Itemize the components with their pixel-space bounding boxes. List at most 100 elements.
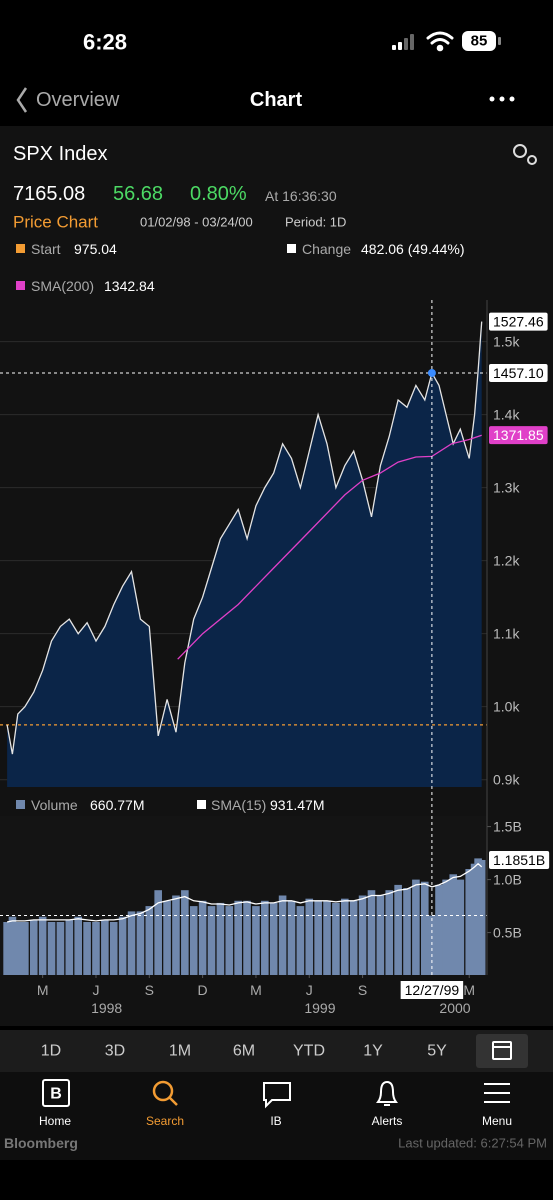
volume-bar [234, 900, 242, 975]
tab-label[interactable]: Home [39, 1114, 71, 1128]
legend-swatch [197, 800, 206, 809]
x-tick-label: M [250, 982, 262, 998]
battery-level: 85 [471, 33, 488, 50]
volume-bar [189, 906, 198, 975]
price-tag: 1.1851B [493, 852, 545, 868]
x-tick-label: J [92, 982, 99, 998]
volume-bar [207, 906, 216, 975]
legend-value: 931.47M [270, 797, 324, 813]
legend-label: Volume [31, 797, 78, 813]
price-tag-box [489, 363, 548, 382]
price-area [7, 321, 482, 787]
tab-label[interactable]: Search [146, 1114, 184, 1128]
volume-bar [29, 919, 38, 975]
volume-bar [13, 922, 22, 975]
tab-label[interactable]: Menu [482, 1114, 512, 1128]
svg-text:B: B [50, 1086, 62, 1103]
alerts-icon [376, 1080, 398, 1106]
settings-icon[interactable] [513, 144, 537, 165]
period: Period: 1D [285, 215, 346, 230]
crosshair-date-box [400, 981, 464, 999]
volume-bar [216, 902, 225, 975]
volume-bar [477, 859, 486, 975]
calendar-icon [492, 1041, 512, 1060]
more-menu[interactable] [489, 96, 515, 102]
last-price: 7165.08 [13, 183, 85, 205]
volume-bar [3, 922, 11, 975]
net-change: 56.68 [113, 183, 163, 205]
volume-bar [385, 890, 394, 975]
security-name: SPX Index [13, 143, 108, 165]
calendar-button[interactable] [476, 1034, 528, 1068]
volume-bar [243, 900, 251, 975]
legend-swatch [16, 800, 25, 809]
brand: Bloomberg [4, 1135, 78, 1151]
legend-value: 482.06 (49.44%) [361, 241, 465, 257]
back-button[interactable]: Overview [36, 89, 120, 111]
legend-label: SMA(200) [31, 278, 94, 294]
price-tag: 1371.85 [493, 427, 544, 443]
volume-bar [172, 895, 180, 975]
volume-bar [252, 906, 260, 975]
y-tick-label: 1.3k [493, 480, 520, 496]
x-tick-label: S [358, 982, 367, 998]
price-tag: 1527.46 [493, 314, 544, 330]
volume-bar [181, 890, 189, 975]
tab-label[interactable]: Alerts [372, 1114, 403, 1128]
volume-bar [163, 900, 171, 975]
y-tick-label: 1.4k [493, 407, 520, 423]
legend-swatch [16, 281, 25, 290]
price-line [6, 321, 483, 755]
y-tick-label: 0.9k [493, 772, 520, 788]
volume-bar [225, 906, 234, 975]
sma-line [177, 434, 482, 660]
period-button[interactable]: 1Y [363, 1043, 383, 1060]
price-tag: 1457.10 [493, 365, 544, 381]
volume-bar [403, 888, 411, 975]
period-button[interactable]: 1M [169, 1043, 191, 1060]
volume-bar [367, 890, 376, 975]
legend-value: 1342.84 [104, 278, 155, 294]
quote-time: At 16:36:30 [265, 188, 337, 204]
y-tick-label: 1.0B [493, 872, 522, 888]
y-tick-label: 1.1k [493, 626, 520, 642]
period-button[interactable]: 5Y [427, 1043, 447, 1060]
x-tick-label: D [198, 982, 208, 998]
y-tick-label: 1.5k [493, 334, 520, 350]
volume-bar [456, 879, 465, 975]
battery-tip [498, 37, 501, 45]
volume-bar [332, 902, 340, 975]
tab-label[interactable]: IB [270, 1114, 281, 1128]
volume-bar [394, 884, 402, 975]
volume-bar [118, 916, 127, 975]
volume-bar [442, 879, 450, 975]
price-tag-box [489, 426, 548, 445]
page-title: Chart [250, 89, 303, 111]
volume-bar [74, 916, 83, 975]
volume-bar [420, 881, 429, 975]
period-button[interactable]: 1D [41, 1043, 61, 1060]
volume-bar [127, 911, 136, 975]
back-arrow[interactable] [16, 87, 28, 113]
period-button[interactable]: YTD [293, 1043, 325, 1060]
legend-label: Start [31, 241, 61, 257]
volume-bar [38, 916, 47, 975]
volume-bar [83, 922, 91, 975]
volume-bar [323, 900, 331, 975]
volume-bar [287, 900, 296, 975]
price-tag-box [489, 312, 548, 331]
volume-bar [314, 900, 322, 975]
period-button[interactable]: 6M [233, 1043, 255, 1060]
volume-bar [358, 895, 367, 975]
y-tick-label: 1.0k [493, 699, 520, 715]
volume-bar [341, 898, 349, 975]
period-bar [0, 1030, 553, 1072]
y-tick-label: 1.5B [493, 819, 522, 835]
volume-bar [101, 919, 109, 975]
year-label: 1999 [304, 1000, 335, 1016]
period-button[interactable]: 3D [105, 1043, 125, 1060]
volume-sma-line [6, 862, 483, 923]
last-updated: Last updated: 6:27:54 PM [398, 1136, 547, 1151]
